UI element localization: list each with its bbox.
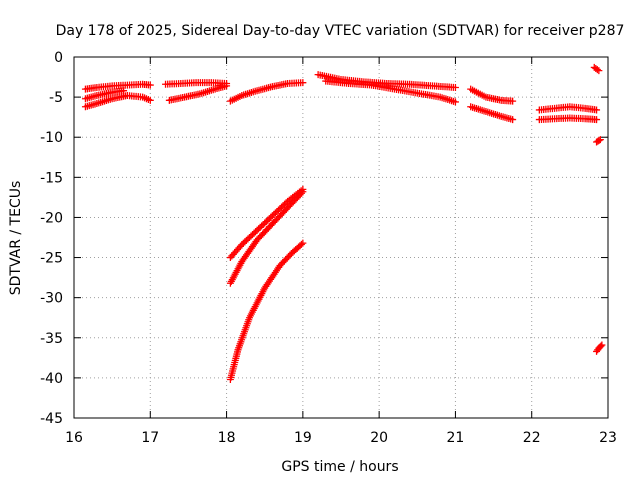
y-tick-label: -40 bbox=[40, 371, 63, 387]
x-tick-label: 18 bbox=[218, 430, 236, 446]
series-band-21-22b bbox=[467, 103, 517, 124]
data-point bbox=[598, 341, 606, 349]
data-point bbox=[299, 188, 307, 196]
plot-frame bbox=[73, 56, 609, 419]
data-point bbox=[596, 136, 604, 144]
data-point bbox=[297, 240, 305, 248]
y-tick-label: -25 bbox=[40, 251, 63, 267]
series-band-16-17b bbox=[81, 92, 154, 111]
x-tick-label: 21 bbox=[447, 430, 465, 446]
data-point bbox=[593, 106, 601, 114]
x-tick-label: 20 bbox=[370, 430, 388, 446]
y-tick-label: -15 bbox=[40, 170, 63, 186]
series-band-22-23b bbox=[535, 114, 601, 124]
x-tick-label: 22 bbox=[523, 430, 541, 446]
y-tick-label: -5 bbox=[49, 90, 63, 106]
series-isolated-top-right bbox=[590, 63, 603, 75]
y-tick-label: -30 bbox=[40, 291, 63, 307]
data-point bbox=[146, 81, 154, 89]
data-point bbox=[451, 98, 459, 106]
y-tick-label: -20 bbox=[40, 210, 63, 226]
data-point bbox=[299, 239, 307, 247]
series-curve-middle bbox=[226, 188, 307, 287]
data-point bbox=[597, 342, 605, 350]
data-point bbox=[451, 83, 459, 91]
series-curve-lower bbox=[226, 239, 307, 383]
x-axis-label: GPS time / hours bbox=[281, 459, 398, 475]
series-curve-upper bbox=[226, 185, 307, 262]
data-point bbox=[595, 136, 603, 144]
x-tick-label: 17 bbox=[141, 430, 159, 446]
data-point bbox=[146, 96, 154, 104]
series-band-19-21b bbox=[322, 77, 459, 106]
x-tick-label: 19 bbox=[294, 430, 312, 446]
data-point bbox=[223, 82, 231, 90]
y-tick-label: 0 bbox=[54, 50, 63, 66]
data-point bbox=[595, 67, 603, 75]
y-axis-label: SDTVAR / TECUs bbox=[8, 181, 24, 296]
series-isolated-bottom-right bbox=[593, 341, 606, 355]
chart-title: Day 178 of 2025, Sidereal Day-to-day VTE… bbox=[56, 23, 625, 39]
data-point bbox=[509, 97, 517, 105]
series-band-21-22a bbox=[467, 85, 517, 105]
series-band-19-21a bbox=[314, 71, 459, 91]
data-point bbox=[120, 87, 128, 95]
data-point bbox=[299, 79, 307, 87]
grid bbox=[74, 57, 608, 418]
data-point bbox=[297, 189, 305, 197]
data-point bbox=[509, 116, 517, 124]
series-band-16-17c bbox=[81, 87, 128, 103]
series-isolated-right-mid bbox=[593, 136, 604, 146]
x-tick-label: 16 bbox=[65, 430, 83, 446]
series-band-18-19 bbox=[226, 79, 307, 105]
series-band-22-23a bbox=[535, 103, 601, 114]
x-tick-label: 23 bbox=[599, 430, 617, 446]
data-point bbox=[593, 116, 601, 124]
y-tick-label: -45 bbox=[40, 411, 63, 427]
series-band-16-17a bbox=[81, 80, 154, 93]
data-points bbox=[81, 63, 606, 383]
y-tick-label: -35 bbox=[40, 331, 63, 347]
y-tick-label: -10 bbox=[40, 130, 63, 146]
data-point bbox=[593, 66, 601, 74]
series-band-17-18b bbox=[165, 82, 231, 104]
axis-ticks: 16 17 18 19 20 21 22 23 0 -5 -10 -15 -20 -25 -30 -35 -40… bbox=[40, 50, 617, 446]
